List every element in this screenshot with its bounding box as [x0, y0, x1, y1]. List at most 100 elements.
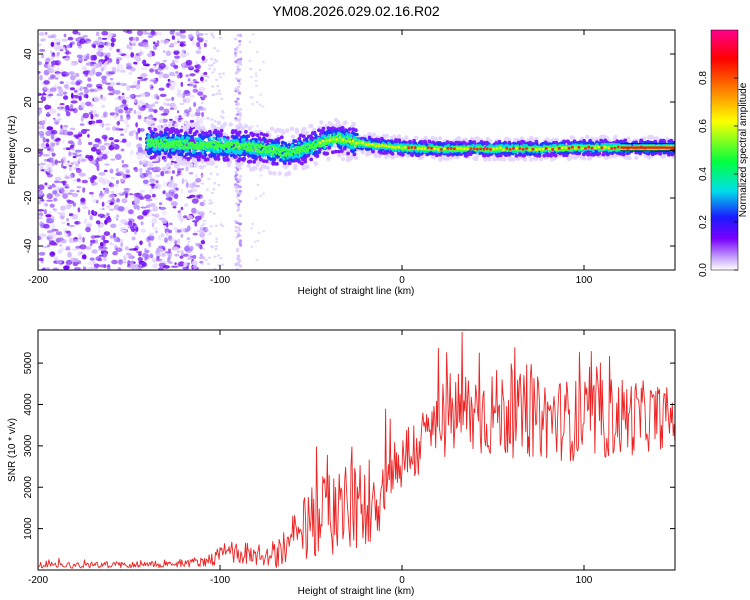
noise-speck	[253, 240, 257, 243]
noise-speck	[201, 80, 204, 84]
noise-speck	[165, 103, 171, 107]
noise-speck	[124, 206, 129, 213]
noise-speck	[105, 36, 113, 40]
noise-speck	[60, 212, 66, 216]
signal-pixel	[304, 130, 309, 136]
noise-speck	[120, 219, 127, 224]
noise-speck	[192, 265, 198, 269]
signal-pixel	[445, 156, 450, 161]
noise-speck	[74, 154, 81, 157]
strip-speck	[238, 112, 242, 115]
signal-pixel	[290, 159, 295, 163]
noise-speck	[156, 71, 164, 75]
signal-pixel	[309, 157, 314, 162]
strip-speck	[238, 214, 242, 218]
noise-speck	[69, 87, 75, 91]
noise-speck	[158, 202, 163, 206]
noise-speck	[99, 207, 103, 211]
noise-speck	[168, 229, 173, 234]
noise-speck	[215, 240, 218, 244]
noise-speck	[80, 251, 83, 255]
noise-speck	[78, 96, 82, 100]
signal-pixel	[194, 130, 199, 134]
noise-speck	[40, 163, 47, 166]
noise-speck	[147, 202, 151, 205]
noise-speck	[114, 183, 119, 187]
noise-speck	[96, 51, 102, 56]
noise-speck	[217, 89, 221, 93]
signal-pixel	[180, 153, 184, 157]
noise-speck	[128, 71, 133, 76]
noise-speck	[115, 218, 119, 221]
noise-speck	[177, 119, 182, 123]
noise-speck	[184, 97, 191, 104]
noise-speck	[41, 199, 45, 202]
noise-speck	[128, 220, 133, 226]
strip-speck	[237, 119, 241, 122]
signal-pixel	[542, 153, 547, 158]
noise-speck	[163, 101, 167, 106]
signal-pixel	[301, 134, 306, 139]
noise-speck	[136, 30, 144, 36]
signal-pixel	[351, 121, 356, 127]
signal-pixel	[184, 152, 189, 157]
noise-speck	[62, 129, 69, 136]
strip-speck	[234, 170, 238, 174]
noise-speck	[126, 113, 131, 117]
noise-speck	[49, 87, 57, 92]
noise-speck	[128, 46, 133, 50]
noise-speck	[180, 206, 184, 211]
noise-speck	[62, 140, 65, 144]
noise-speck	[128, 93, 135, 99]
signal-pixel	[205, 157, 210, 162]
noise-speck	[47, 63, 52, 68]
noise-speck	[112, 142, 116, 148]
noise-speck	[47, 35, 54, 39]
noise-speck	[99, 145, 107, 151]
strip-speck	[236, 97, 240, 101]
noise-speck	[198, 256, 206, 260]
noise-speck	[104, 151, 110, 154]
noise-speck	[67, 192, 73, 195]
signal-pixel	[487, 138, 493, 144]
noise-speck	[109, 208, 115, 211]
signal-pixel	[650, 135, 655, 140]
signal-pixel	[390, 151, 395, 156]
noise-speck	[138, 196, 145, 200]
noise-speck	[208, 64, 212, 67]
strip-speck	[234, 202, 239, 206]
noise-speck	[38, 252, 46, 256]
noise-speck	[177, 168, 182, 174]
noise-speck	[61, 74, 67, 77]
noise-speck	[179, 102, 185, 106]
noise-speck	[250, 245, 254, 249]
noise-speck	[189, 65, 193, 69]
noise-speck	[148, 108, 152, 113]
noise-speck	[215, 92, 219, 96]
signal-pixel	[511, 157, 516, 162]
noise-speck	[201, 237, 205, 241]
noise-speck	[126, 44, 130, 49]
signal-pixel	[340, 156, 346, 161]
noise-speck	[109, 169, 114, 174]
noise-speck	[147, 114, 154, 120]
noise-speck	[185, 182, 189, 188]
noise-speck	[77, 86, 81, 92]
signal-pixel	[371, 132, 376, 137]
strip-speck	[238, 192, 242, 195]
signal-pixel	[475, 153, 480, 158]
noise-speck	[56, 112, 61, 117]
noise-speck	[51, 34, 57, 39]
noise-speck	[180, 249, 184, 253]
noise-speck	[110, 223, 117, 228]
noise-speck	[105, 82, 111, 85]
signal-pixel	[590, 141, 595, 145]
noise-speck	[38, 126, 43, 129]
noise-speck	[133, 110, 137, 114]
noise-speck	[139, 167, 143, 173]
noise-speck	[39, 221, 44, 227]
signal-pixel	[244, 129, 248, 134]
noise-speck	[69, 144, 75, 149]
signal-pixel	[533, 156, 539, 161]
